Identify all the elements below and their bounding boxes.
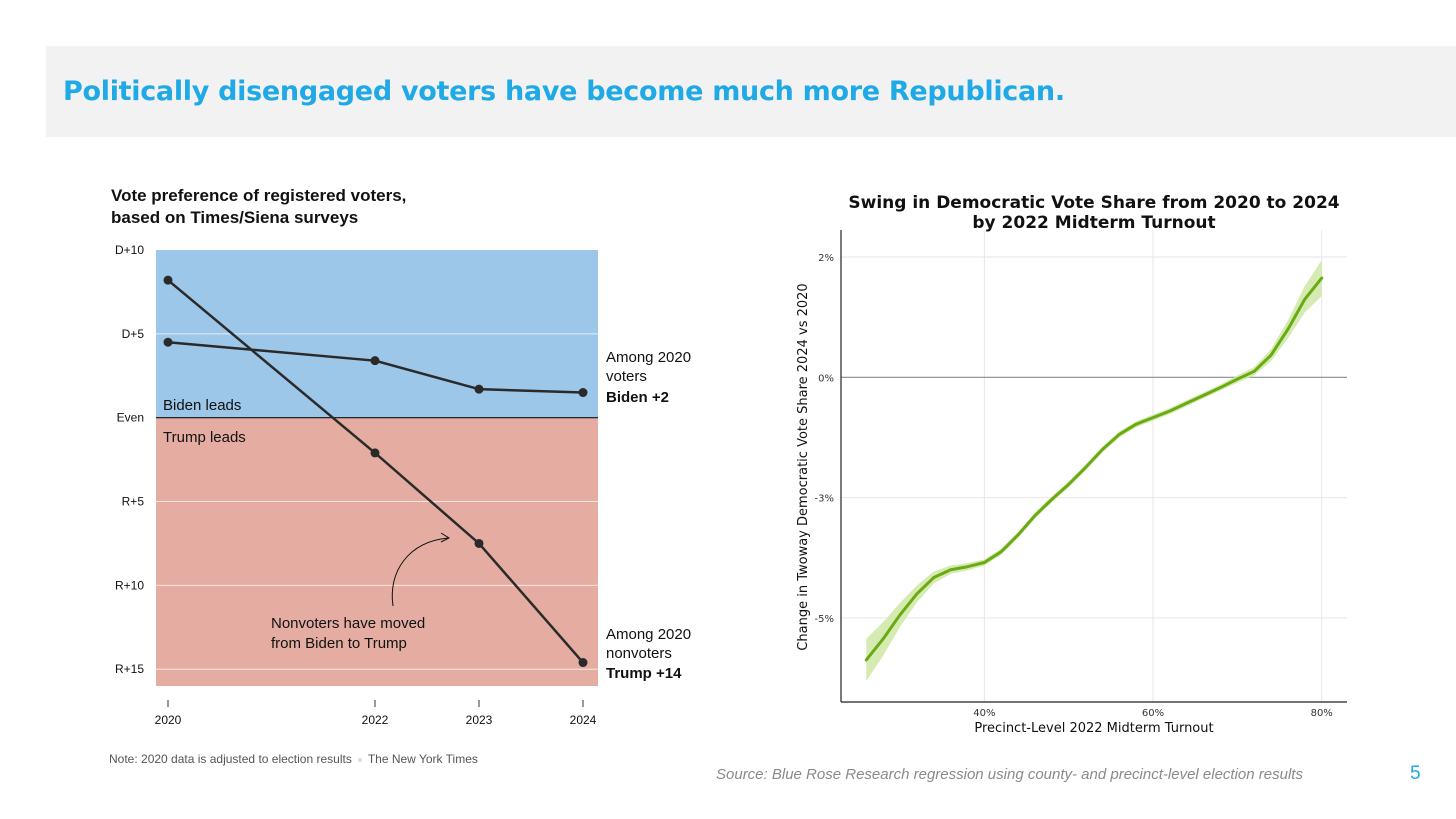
y-tick-label: R+10	[115, 578, 144, 592]
x-tick-label: 2024	[570, 713, 597, 727]
x-tick-label: 80%	[1311, 708, 1333, 719]
voters-point	[370, 356, 380, 366]
y-tick-label: R+15	[115, 662, 144, 676]
x-tick-label: 40%	[973, 708, 995, 719]
right-chart-plot: 40% 60% 80% 2% 0% -3% -5% Precinct-Level 2022 …	[796, 230, 1347, 736]
nonvoters-point	[578, 658, 588, 668]
y-tick-label: -5%	[815, 614, 834, 625]
nonvoters-point	[370, 448, 380, 458]
title-banner: Politically disengaged voters have becom…	[46, 46, 1456, 137]
left-chart: D+10 D+5 Even R+5 R+10 R+15 2020 2022 2023 2024 …	[100, 180, 740, 780]
separator-dot	[357, 757, 362, 762]
voters-point	[163, 337, 173, 347]
note-text: Note: 2020 data is adjusted to election …	[109, 752, 352, 766]
annotation-arrow	[391, 537, 449, 607]
y-tick-label: D+5	[122, 327, 145, 341]
voters-result: Biden +2	[606, 389, 669, 406]
x-axis-title: Precinct-Level 2022 Midterm Turnout	[974, 721, 1213, 736]
x-tick-label: 2020	[155, 713, 182, 727]
voters-line	[167, 340, 584, 394]
voters-label-line2: voters	[606, 368, 647, 385]
voters-point	[474, 384, 484, 394]
y-tick-label: R+5	[122, 495, 145, 509]
y-tick-label: 2%	[818, 253, 834, 264]
voters-point	[578, 388, 588, 398]
nonvoters-point	[474, 538, 484, 548]
annotation-line2: from Biden to Trump	[271, 635, 407, 652]
voters-label-line1: Among 2020	[606, 349, 691, 366]
x-tick-label: 2022	[362, 713, 389, 727]
right-title-line2: by 2022 Midterm Turnout	[972, 213, 1216, 233]
left-title-line1: Vote preference of registered voters,	[111, 186, 407, 205]
trend-line	[864, 276, 1324, 662]
annotation-line1: Nonvoters have moved	[271, 615, 425, 632]
left-chart-note: Note: 2020 data is adjusted to election …	[109, 752, 478, 766]
credit-text: The New York Times	[367, 752, 478, 766]
left-title-line2: based on Times/Siena surveys	[111, 208, 359, 227]
annotation-arrowhead	[440, 532, 451, 543]
trump-leads-region	[156, 417, 598, 686]
trump-leads-label: Trump leads	[163, 429, 246, 446]
left-chart-title: Vote preference of registered voters, ba…	[111, 185, 531, 229]
nonvoters-point	[163, 275, 173, 285]
nonvoters-line	[167, 279, 584, 664]
page-number: 5	[1410, 763, 1421, 784]
y-axis-title: Change in Twoway Democratic Vote Share 2…	[796, 283, 811, 650]
nonvoters-result: Trump +14	[606, 665, 682, 682]
slide-title: Politically disengaged voters have becom…	[63, 76, 1065, 107]
y-tick-label: D+10	[115, 243, 144, 257]
y-tick-label: 0%	[818, 373, 834, 384]
x-tick-label: 60%	[1142, 708, 1164, 719]
y-tick-label: Even	[117, 411, 144, 425]
right-chart-title: Swing in Democratic Vote Share from 2020…	[780, 193, 1408, 233]
source-note: Source: Blue Rose Research regression us…	[716, 766, 1303, 783]
nonvoters-label-line1: Among 2020	[606, 626, 691, 643]
biden-leads-label: Biden leads	[163, 397, 241, 414]
y-tick-label: -3%	[815, 494, 834, 505]
nonvoters-label-line2: nonvoters	[606, 645, 672, 662]
right-title-line1: Swing in Democratic Vote Share from 2020…	[848, 193, 1340, 213]
x-tick-label: 2023	[466, 713, 493, 727]
right-chart: 40% 60% 80% 2% 0% -3% -5% Precinct-Level 2022 …	[780, 185, 1380, 745]
